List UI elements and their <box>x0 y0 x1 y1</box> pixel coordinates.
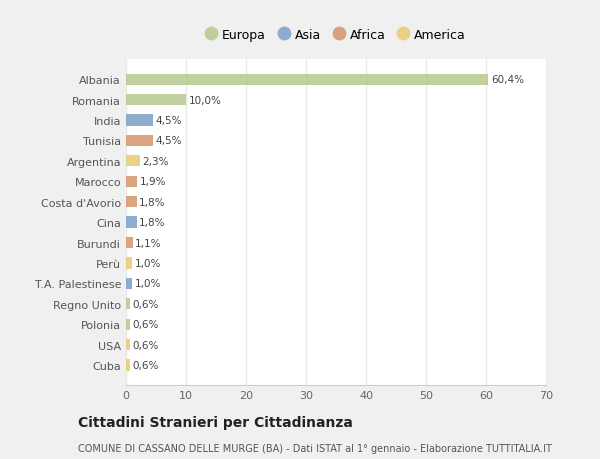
Text: 1,8%: 1,8% <box>139 197 166 207</box>
Bar <box>126 135 153 147</box>
Text: 0,6%: 0,6% <box>132 360 158 370</box>
Text: COMUNE DI CASSANO DELLE MURGE (BA) - Dati ISTAT al 1° gennaio - Elaborazione TUT: COMUNE DI CASSANO DELLE MURGE (BA) - Dat… <box>78 443 552 453</box>
Bar <box>126 95 186 106</box>
Bar <box>126 258 132 269</box>
Text: 4,5%: 4,5% <box>155 136 182 146</box>
Text: 1,0%: 1,0% <box>134 258 161 269</box>
Bar <box>126 196 137 208</box>
Text: 1,0%: 1,0% <box>134 279 161 289</box>
Text: 4,5%: 4,5% <box>155 116 182 126</box>
Text: 0,6%: 0,6% <box>132 299 158 309</box>
Text: 1,1%: 1,1% <box>135 238 161 248</box>
Bar <box>126 156 140 167</box>
Bar <box>126 339 130 350</box>
Text: 0,6%: 0,6% <box>132 340 158 350</box>
Bar <box>126 237 133 249</box>
Text: 60,4%: 60,4% <box>491 75 524 85</box>
Bar <box>126 217 137 228</box>
Bar <box>126 298 130 310</box>
Bar <box>126 176 137 187</box>
Text: Cittadini Stranieri per Cittadinanza: Cittadini Stranieri per Cittadinanza <box>78 415 353 429</box>
Bar <box>126 115 153 126</box>
Text: 1,8%: 1,8% <box>139 218 166 228</box>
Text: 10,0%: 10,0% <box>188 95 221 106</box>
Legend: Europa, Asia, Africa, America: Europa, Asia, Africa, America <box>201 23 471 46</box>
Text: 2,3%: 2,3% <box>142 157 169 167</box>
Bar <box>126 359 130 371</box>
Text: 1,9%: 1,9% <box>140 177 166 187</box>
Bar <box>126 319 130 330</box>
Bar <box>126 278 132 289</box>
Text: 0,6%: 0,6% <box>132 319 158 330</box>
Bar <box>126 74 488 86</box>
